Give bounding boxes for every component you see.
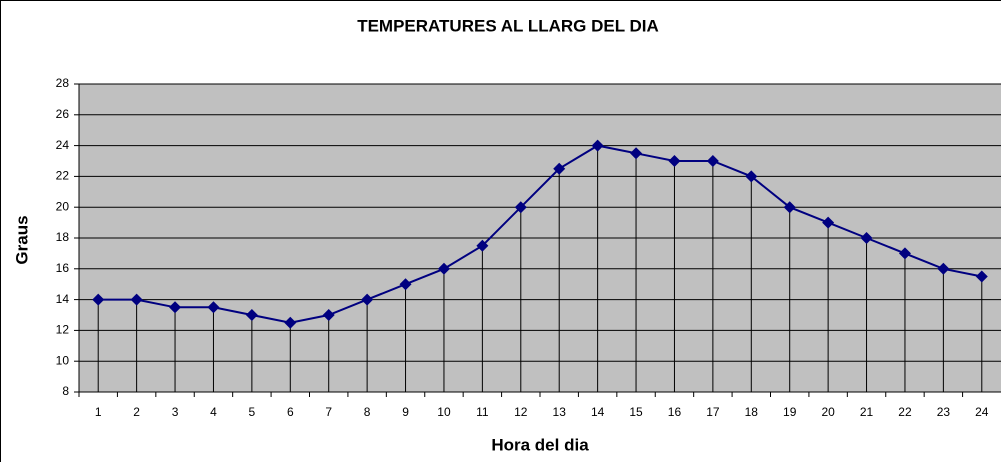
marker — [476, 239, 489, 252]
marker — [169, 301, 182, 314]
x-tick-label: 16 — [668, 405, 682, 419]
x-tick-label: 18 — [745, 405, 759, 419]
marker — [591, 139, 604, 152]
marker — [130, 293, 143, 306]
marker — [284, 316, 297, 329]
x-tick-label: 4 — [210, 405, 217, 419]
y-axis-title: Graus — [12, 215, 31, 264]
marker — [937, 262, 950, 275]
y-tick-label: 16 — [56, 261, 70, 275]
y-tick-label: 28 — [56, 76, 70, 90]
x-tick-label: 6 — [287, 405, 294, 419]
x-tick-label: 8 — [364, 405, 371, 419]
x-tick-label: 22 — [898, 405, 912, 419]
x-tick-label: 1 — [95, 405, 102, 419]
y-tick-label: 8 — [62, 384, 69, 398]
x-tick-label: 15 — [629, 405, 643, 419]
x-tick-label: 19 — [783, 405, 797, 419]
marker — [822, 216, 835, 229]
marker — [668, 155, 681, 167]
y-tick-label: 18 — [56, 230, 70, 244]
y-tick-label: 24 — [56, 138, 70, 152]
x-tick-label: 12 — [514, 405, 528, 419]
y-tick-label: 10 — [56, 353, 70, 367]
marker — [245, 309, 258, 321]
y-tick-label: 26 — [56, 107, 70, 121]
marker — [745, 170, 758, 183]
y-tick-label: 22 — [56, 169, 70, 183]
y-tick-label: 12 — [56, 323, 70, 337]
y-tick-label: 14 — [56, 292, 70, 306]
x-tick-label: 17 — [706, 405, 720, 419]
marker — [783, 201, 796, 214]
x-tick-label: 23 — [937, 405, 951, 419]
marker — [437, 262, 450, 275]
marker — [322, 309, 335, 321]
marker — [975, 270, 988, 283]
y-tick-label: 20 — [56, 199, 70, 213]
marker — [361, 293, 374, 306]
marker — [92, 293, 105, 306]
x-tick-label: 10 — [437, 405, 451, 419]
marker — [630, 147, 643, 160]
x-axis-title: Hora del dia — [491, 435, 589, 454]
x-tick-label: 3 — [172, 405, 179, 419]
x-tick-label: 5 — [249, 405, 256, 419]
marker — [514, 201, 527, 214]
marker — [860, 232, 873, 244]
x-tick-label: 20 — [821, 405, 835, 419]
marker — [207, 301, 220, 314]
x-tick-label: 11 — [476, 405, 489, 419]
marker — [898, 247, 911, 260]
x-tick-label: 9 — [402, 405, 409, 419]
marker — [399, 278, 412, 291]
series-line — [98, 144, 982, 324]
x-tick-label: 14 — [591, 405, 605, 419]
x-tick-label: 24 — [975, 405, 989, 419]
chart-title: TEMPERATURES AL LLARG DEL DIA — [357, 16, 659, 35]
marker — [553, 162, 566, 175]
x-tick-label: 2 — [133, 405, 140, 419]
marker — [706, 155, 719, 167]
x-tick-label: 21 — [860, 405, 874, 419]
x-tick-label: 7 — [325, 405, 332, 419]
x-tick-label: 13 — [553, 405, 567, 419]
